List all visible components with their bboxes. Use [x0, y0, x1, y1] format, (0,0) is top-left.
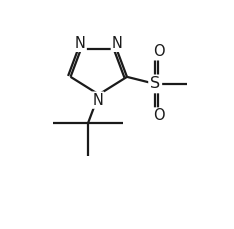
Text: O: O — [153, 44, 165, 59]
Text: O: O — [153, 109, 165, 123]
Text: N: N — [92, 93, 103, 108]
Text: N: N — [75, 36, 86, 51]
Text: N: N — [112, 36, 123, 51]
Text: S: S — [150, 76, 160, 91]
